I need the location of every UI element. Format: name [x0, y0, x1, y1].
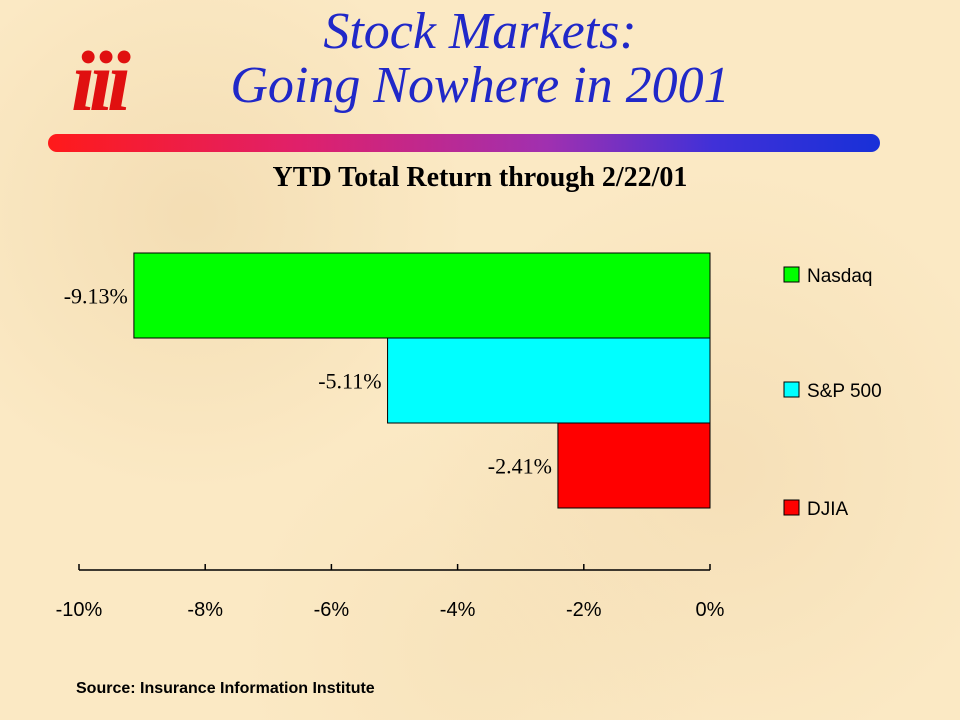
title-divider-rule — [48, 134, 880, 152]
data-label: -9.13% — [64, 284, 128, 309]
chart-title: YTD Total Return through 2/22/01 — [272, 162, 688, 193]
bar-nasdaq — [133, 252, 711, 339]
legend-label: S&P 500 — [807, 381, 882, 402]
iii-logo: iii — [71, 44, 137, 126]
slide-title-line-2: Going Nowhere in 2001 — [230, 57, 730, 114]
x-tick-label: -4% — [440, 599, 476, 621]
legend-swatch — [783, 266, 800, 283]
x-tick-label: -10% — [56, 599, 103, 621]
data-label: -2.41% — [488, 454, 552, 479]
x-tick-label: -2% — [566, 599, 602, 621]
bar-djia — [557, 422, 711, 509]
x-tick-label: -6% — [314, 599, 350, 621]
slide-title-line-1: Stock Markets: — [323, 3, 637, 60]
bar-s-p-500 — [387, 337, 711, 424]
x-tick-label: 0% — [696, 599, 725, 621]
source-note: Source: Insurance Information Institute — [76, 680, 375, 697]
legend-label: Nasdaq — [807, 266, 873, 287]
legend-label: DJIA — [807, 499, 849, 520]
x-tick-label: -8% — [187, 599, 223, 621]
data-label: -5.11% — [318, 369, 381, 394]
legend-swatch — [783, 499, 800, 516]
legend-swatch — [783, 381, 800, 398]
